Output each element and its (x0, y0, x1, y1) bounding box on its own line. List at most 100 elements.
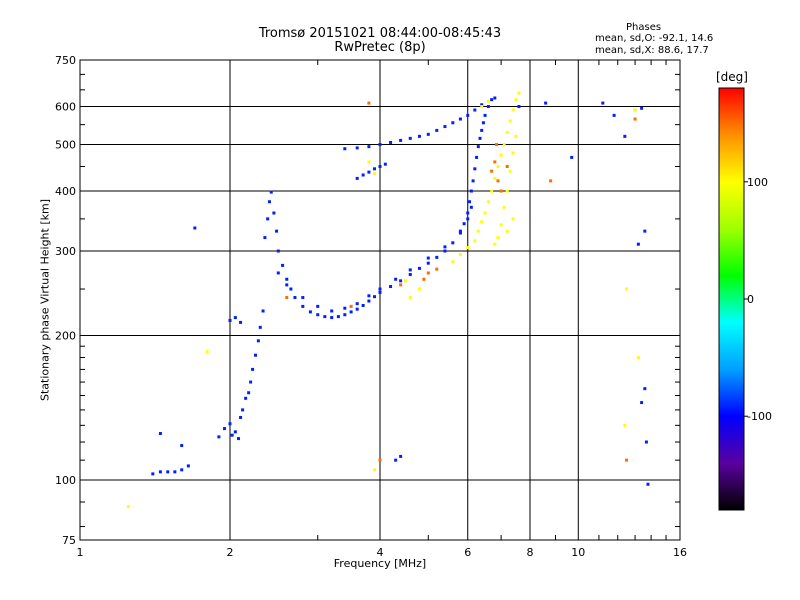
plot-frame (79, 59, 681, 541)
data-point (251, 367, 255, 371)
data-point (625, 458, 629, 462)
data-point (458, 253, 462, 257)
data-point (426, 256, 430, 260)
data-point (544, 101, 548, 105)
data-point (173, 470, 177, 474)
chart-title: Tromsø 20151021 08:44:00-08:45:43 (258, 26, 502, 41)
data-point (355, 302, 359, 306)
data-point (473, 239, 477, 243)
data-point (469, 205, 473, 209)
x-tick-label: 8 (527, 546, 534, 559)
x-tick-label: 4 (377, 546, 384, 559)
data-point (466, 217, 470, 221)
data-point (383, 162, 387, 166)
data-point (186, 464, 190, 468)
data-point (466, 113, 470, 117)
data-point (236, 437, 240, 441)
data-point (343, 147, 347, 151)
data-point (378, 458, 382, 462)
data-point (486, 99, 490, 103)
data-point (258, 325, 262, 329)
data-point (646, 482, 650, 486)
data-point (475, 155, 479, 159)
data-point (217, 435, 221, 439)
legend-stat-o: mean, sd,O: -92.1, 14.6 (595, 33, 713, 44)
data-point (408, 268, 412, 272)
data-point (481, 121, 485, 125)
data-point (239, 320, 243, 324)
data-point (349, 304, 353, 308)
data-point (323, 315, 327, 319)
y-tick-label: 75 (62, 534, 76, 547)
data-point (466, 211, 470, 215)
data-point (493, 96, 497, 100)
data-point (241, 408, 245, 412)
data-point (486, 200, 490, 204)
data-point (458, 231, 462, 235)
data-point (151, 472, 155, 476)
data-point (244, 396, 248, 400)
data-point (285, 277, 289, 281)
legend-stat-x: mean, sd,X: 88.6, 17.7 (595, 45, 709, 56)
data-point (435, 128, 439, 132)
data-point (399, 138, 403, 142)
data-point (435, 255, 439, 259)
data-point (233, 430, 237, 434)
data-point (458, 117, 462, 121)
colorbar-unit-label: [deg] (716, 70, 748, 84)
data-point (469, 189, 473, 193)
data-point (612, 113, 616, 117)
data-point (636, 355, 640, 359)
data-point (253, 353, 257, 357)
data-point (389, 285, 393, 289)
data-point (180, 468, 184, 472)
data-point (256, 339, 260, 343)
data-point (490, 98, 494, 102)
data-point (480, 105, 484, 109)
data-point (505, 229, 509, 233)
legend-stat-o-label: mean, sd,O: (595, 33, 656, 44)
data-point (476, 145, 480, 149)
data-point (426, 132, 430, 136)
data-point (462, 222, 466, 226)
data-point (480, 128, 484, 132)
data-point (458, 229, 462, 233)
data-point (223, 427, 227, 431)
data-point (361, 173, 365, 177)
data-point (443, 125, 447, 129)
data-point (625, 287, 629, 291)
data-point (316, 304, 320, 308)
data-point (276, 249, 280, 253)
data-point (517, 91, 521, 95)
data-point (502, 143, 506, 147)
data-point (308, 310, 312, 314)
data-point (493, 176, 497, 180)
data-point (367, 299, 371, 303)
data-point (468, 200, 472, 204)
data-point (502, 205, 506, 209)
y-tick-label: 100 (55, 474, 76, 487)
data-point (408, 136, 412, 140)
data-point (355, 146, 359, 150)
data-point (644, 440, 648, 444)
data-point (517, 105, 521, 109)
y-axis-label: Stationary phase Virtual Height [km] (38, 198, 52, 402)
data-point (570, 155, 574, 159)
data-point (228, 318, 232, 322)
y-tick-label: 300 (55, 245, 76, 258)
legend-stat-x-label: mean, sd,X: (595, 45, 655, 56)
data-point (228, 422, 232, 426)
data-point (496, 164, 500, 168)
data-point (367, 160, 371, 164)
data-point (158, 432, 162, 436)
data-point (499, 223, 503, 227)
data-point (301, 304, 305, 308)
data-point (399, 283, 403, 287)
data-point (373, 295, 377, 299)
data-point (293, 296, 297, 300)
data-point (483, 113, 487, 117)
data-point (417, 266, 421, 270)
data-point (499, 153, 503, 157)
data-point (158, 470, 162, 474)
